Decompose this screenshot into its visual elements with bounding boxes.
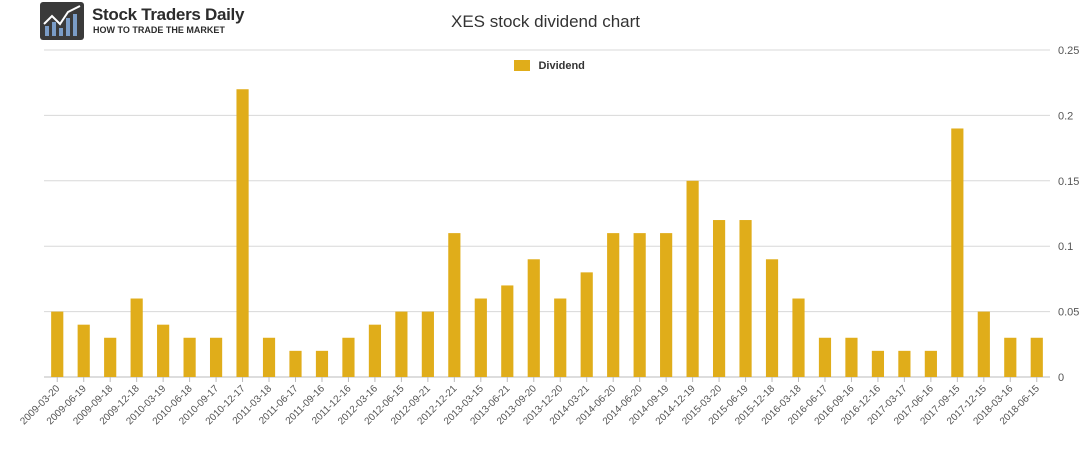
bar (818, 337, 832, 377)
y-tick-label: 0.2 (1058, 110, 1073, 122)
bar (130, 298, 143, 377)
bar (580, 272, 593, 377)
bar (633, 233, 646, 377)
legend: Dividend (514, 57, 585, 72)
bar (554, 298, 567, 377)
logo-tagline: HOW TO TRADE THE MARKET (93, 25, 225, 35)
bar (845, 337, 858, 377)
bar (395, 311, 408, 377)
bar (924, 350, 937, 377)
bar (104, 337, 117, 377)
bar (712, 220, 726, 377)
bar (660, 233, 673, 377)
legend-label: Dividend (538, 59, 585, 72)
bar (527, 259, 540, 377)
bar (977, 311, 990, 377)
bar (898, 350, 911, 377)
bar (792, 298, 805, 377)
bar (51, 311, 64, 377)
bar (1004, 337, 1017, 377)
bar (77, 324, 90, 377)
chart-title: XES stock dividend chart (451, 12, 640, 31)
bar (474, 298, 487, 377)
logo-title: Stock Traders Daily (92, 5, 245, 24)
bar (157, 324, 170, 377)
bar (209, 337, 223, 377)
logo-chart-icon (40, 2, 84, 40)
y-tick-label: 0.05 (1058, 307, 1079, 319)
bar (501, 285, 514, 377)
logo: Stock Traders Daily HOW TO TRADE THE MAR… (40, 2, 244, 42)
bar (289, 350, 302, 377)
bar (236, 89, 249, 378)
bar (262, 337, 276, 377)
bar (607, 233, 620, 377)
bar (342, 337, 355, 377)
y-tick-label: 0.1 (1058, 241, 1073, 253)
legend-swatch (514, 60, 530, 72)
y-tick-label: 0 (1058, 372, 1064, 384)
bar (686, 180, 699, 377)
bar (871, 350, 885, 377)
bar (448, 233, 461, 377)
y-tick-label: 0.25 (1058, 45, 1079, 57)
bar (739, 220, 752, 377)
bar (315, 350, 329, 377)
bar (765, 259, 779, 377)
bar (368, 324, 382, 377)
bar (1030, 337, 1043, 377)
y-tick-label: 0.15 (1058, 176, 1079, 188)
bar (421, 311, 434, 377)
bar (951, 128, 964, 377)
bar (183, 337, 196, 377)
